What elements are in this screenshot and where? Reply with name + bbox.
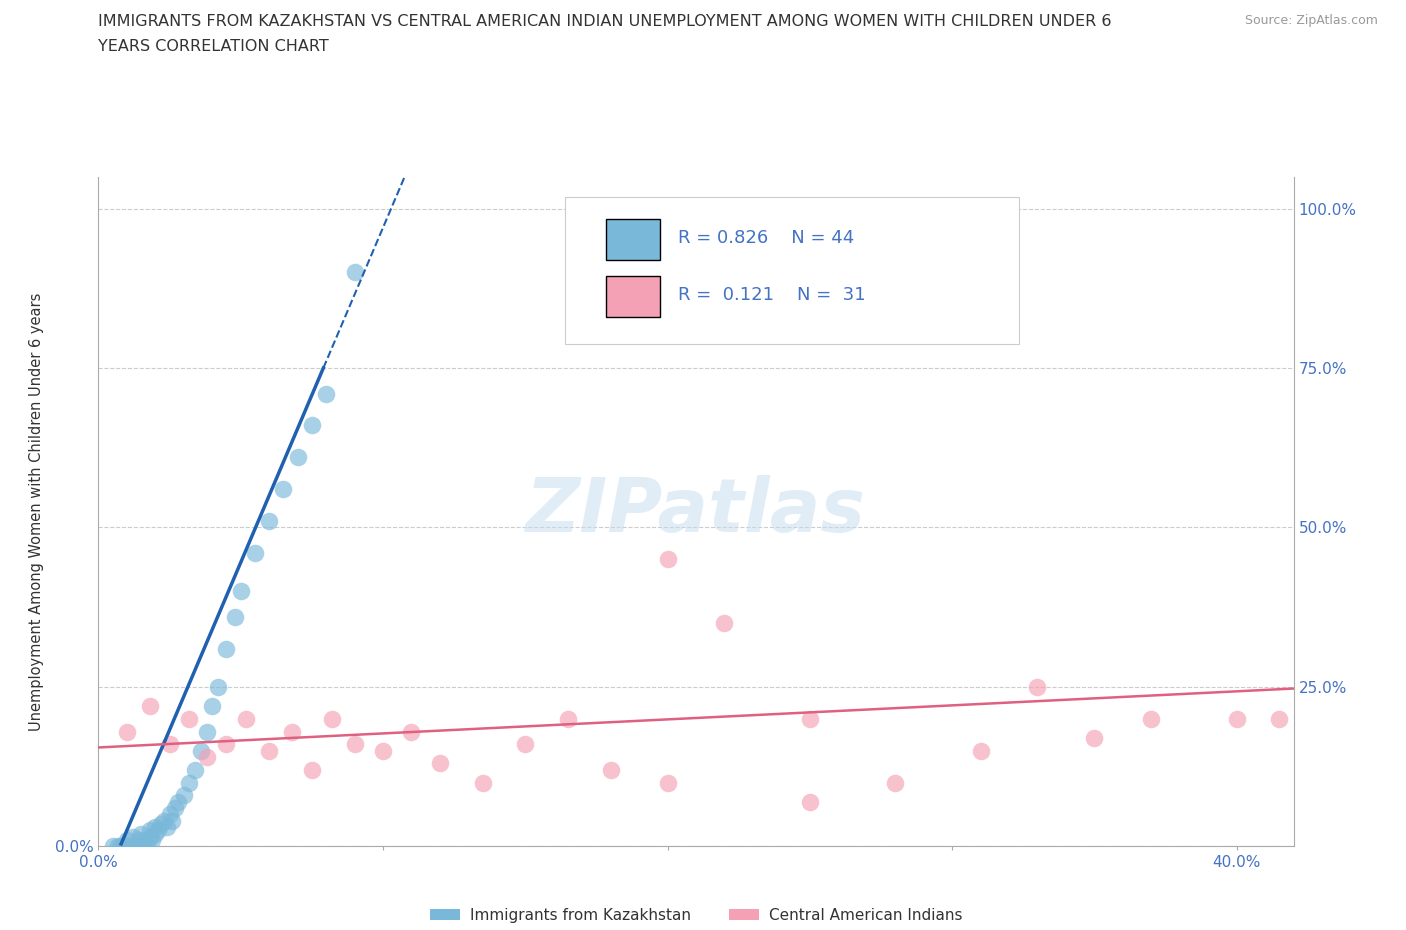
Point bbox=[1140, 711, 1163, 726]
Point bbox=[127, 832, 149, 847]
Text: ZIPatlas: ZIPatlas bbox=[526, 475, 866, 548]
Point bbox=[657, 551, 679, 566]
Point bbox=[287, 450, 309, 465]
Point bbox=[257, 513, 280, 528]
Point bbox=[195, 724, 218, 739]
Point bbox=[150, 817, 173, 831]
Point bbox=[115, 724, 138, 739]
Point bbox=[1226, 711, 1249, 726]
Point bbox=[315, 386, 337, 401]
Point bbox=[138, 823, 160, 838]
Point bbox=[301, 418, 323, 432]
Point bbox=[110, 839, 132, 854]
Point bbox=[371, 743, 394, 758]
Point bbox=[884, 775, 907, 790]
Point bbox=[429, 756, 451, 771]
Point bbox=[515, 737, 537, 751]
Point bbox=[969, 743, 991, 758]
Point bbox=[179, 711, 201, 726]
Point bbox=[143, 819, 166, 834]
Point bbox=[1083, 730, 1105, 745]
Point bbox=[159, 807, 181, 822]
Point bbox=[121, 839, 143, 854]
Point bbox=[799, 794, 821, 809]
Point bbox=[799, 711, 821, 726]
Point bbox=[138, 698, 160, 713]
Point bbox=[156, 819, 179, 834]
Point bbox=[713, 616, 735, 631]
Point bbox=[184, 763, 207, 777]
Text: Source: ZipAtlas.com: Source: ZipAtlas.com bbox=[1244, 14, 1378, 27]
Point bbox=[138, 830, 160, 844]
Text: YEARS CORRELATION CHART: YEARS CORRELATION CHART bbox=[98, 39, 329, 54]
Point bbox=[321, 711, 343, 726]
Point bbox=[1026, 680, 1049, 695]
Point bbox=[224, 609, 246, 624]
Point bbox=[229, 584, 252, 599]
Point bbox=[129, 826, 152, 841]
FancyBboxPatch shape bbox=[606, 219, 661, 260]
Point bbox=[143, 826, 166, 841]
Text: IMMIGRANTS FROM KAZAKHSTAN VS CENTRAL AMERICAN INDIAN UNEMPLOYMENT AMONG WOMEN W: IMMIGRANTS FROM KAZAKHSTAN VS CENTRAL AM… bbox=[98, 14, 1112, 29]
Point bbox=[121, 830, 143, 844]
Point bbox=[343, 737, 366, 751]
Point bbox=[190, 743, 212, 758]
Point bbox=[281, 724, 304, 739]
Point bbox=[107, 839, 129, 854]
FancyBboxPatch shape bbox=[606, 276, 661, 317]
Point bbox=[148, 823, 170, 838]
Text: R =  0.121    N =  31: R = 0.121 N = 31 bbox=[678, 286, 866, 304]
Point bbox=[207, 680, 229, 695]
Point bbox=[167, 794, 190, 809]
Point bbox=[101, 839, 124, 854]
Point bbox=[343, 265, 366, 280]
Point bbox=[112, 839, 135, 854]
Point bbox=[153, 814, 176, 829]
Point bbox=[657, 775, 679, 790]
Point bbox=[471, 775, 494, 790]
Point bbox=[401, 724, 423, 739]
Legend: Immigrants from Kazakhstan, Central American Indians: Immigrants from Kazakhstan, Central Amer… bbox=[423, 902, 969, 929]
Point bbox=[115, 839, 138, 854]
Point bbox=[215, 641, 238, 656]
Point bbox=[129, 839, 152, 854]
Point bbox=[257, 743, 280, 758]
Point bbox=[301, 763, 323, 777]
Point bbox=[599, 763, 621, 777]
Point bbox=[201, 698, 224, 713]
Point bbox=[215, 737, 238, 751]
Point bbox=[173, 788, 195, 803]
Point bbox=[179, 775, 201, 790]
Point bbox=[135, 839, 157, 854]
Y-axis label: Unemployment Among Women with Children Under 6 years: Unemployment Among Women with Children U… bbox=[28, 292, 44, 731]
Point bbox=[162, 814, 184, 829]
Point bbox=[115, 832, 138, 847]
Point bbox=[159, 737, 181, 751]
Point bbox=[235, 711, 257, 726]
Point bbox=[1268, 711, 1291, 726]
Point bbox=[141, 832, 163, 847]
Point bbox=[124, 839, 146, 854]
Point bbox=[195, 750, 218, 764]
Point bbox=[557, 711, 579, 726]
Point bbox=[273, 482, 295, 497]
Point bbox=[132, 832, 155, 847]
FancyBboxPatch shape bbox=[565, 197, 1018, 344]
Point bbox=[165, 801, 187, 816]
Text: R = 0.826    N = 44: R = 0.826 N = 44 bbox=[678, 230, 855, 247]
Point bbox=[243, 546, 266, 561]
